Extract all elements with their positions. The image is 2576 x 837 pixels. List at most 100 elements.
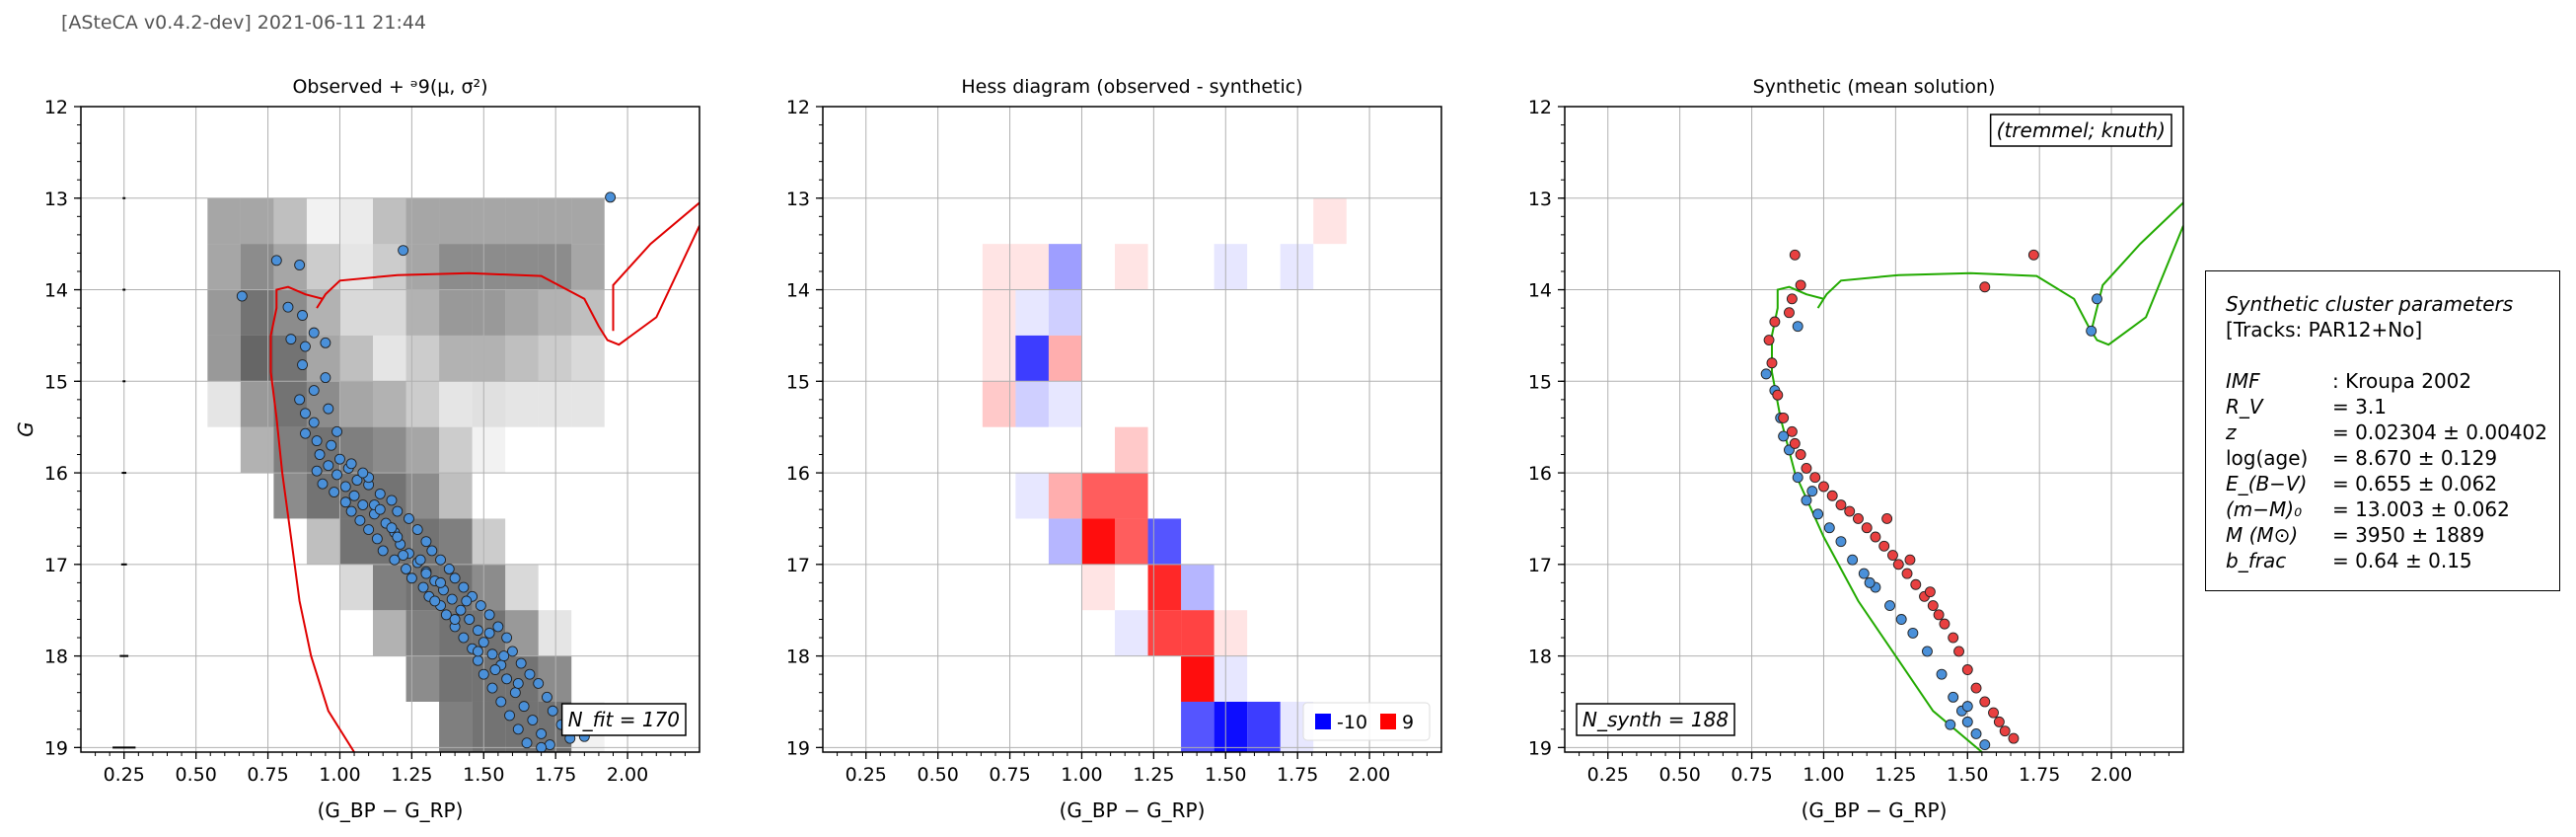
observed-star-point — [443, 564, 455, 574]
density-cell — [472, 701, 506, 752]
synthetic-single-star-point — [1979, 739, 1991, 751]
x-tick-label: 2.00 — [1349, 764, 1390, 786]
param-mass-value: = 3950 ± 1889 — [2332, 523, 2485, 547]
x-tick-label: 1.75 — [535, 764, 576, 786]
x-tick-label: 1.50 — [1947, 764, 1988, 786]
synthetic-binary-star-point — [1769, 316, 1781, 328]
legend-swatch-positive — [1380, 714, 1396, 729]
density-cell — [439, 244, 473, 290]
density-cell — [505, 289, 539, 336]
observed-star-point — [270, 255, 282, 266]
observed-star-point — [472, 625, 483, 637]
observed-star-point — [236, 290, 248, 302]
density-cell — [405, 244, 440, 290]
density-cell — [538, 289, 572, 336]
hess-cell — [1115, 518, 1148, 565]
density-cell — [439, 381, 473, 427]
observed-star-point — [478, 668, 489, 680]
density-cell — [472, 426, 506, 474]
observed-star-point — [605, 191, 617, 203]
panel-title: Hess diagram (observed - synthetic) — [961, 76, 1302, 98]
density-cell — [439, 335, 473, 382]
synthetic-binary-star-point — [1809, 472, 1821, 484]
panel-title: Observed + ᵊ9(μ, σ²) — [292, 76, 487, 98]
synthetic-binary-star-point — [1939, 618, 1950, 630]
x-tick-label: 0.75 — [989, 764, 1030, 786]
y-tick-label: 18 — [44, 647, 68, 668]
hess-cell — [982, 335, 1016, 382]
density-cell — [207, 244, 241, 290]
observed-star-point — [521, 737, 533, 749]
synthetic-binary-star-point — [1835, 499, 1847, 510]
observed-star-point — [345, 458, 357, 470]
synthetic-single-star-point — [2092, 293, 2102, 305]
parameters-box: Synthetic cluster parameters [Tracks: PA… — [2205, 270, 2560, 591]
observed-star-point — [518, 701, 530, 713]
observed-star-point — [363, 524, 375, 536]
density-cell — [538, 335, 572, 382]
synthetic-single-star-point — [1948, 691, 1959, 703]
density-cell — [373, 335, 406, 382]
density-cell — [571, 381, 605, 427]
observed-star-point — [339, 481, 351, 493]
observed-star-point — [392, 505, 404, 517]
observed-star-point — [527, 715, 539, 725]
synthetic-binary-star-point — [1784, 307, 1795, 319]
hess-cell — [982, 289, 1016, 336]
observed-star-point — [489, 664, 501, 675]
observed-star-point — [300, 427, 311, 439]
x-axis-label: (G_BP − G_RP) — [318, 799, 464, 822]
observed-star-point — [458, 632, 470, 644]
param-age: log(age) = 8.670 ± 0.129 — [2226, 445, 2539, 471]
observed-star-point — [515, 657, 527, 669]
density-cell — [240, 197, 274, 245]
synthetic-binary-star-point — [1861, 522, 1873, 534]
observed-star-point — [297, 359, 309, 371]
param-dm-value: = 13.003 ± 0.062 — [2332, 497, 2510, 521]
legend-box — [1302, 702, 1431, 741]
observed-star-point — [464, 614, 476, 625]
hess-cell — [1015, 289, 1049, 336]
observed-star-point — [429, 595, 441, 607]
y-tick-label: 17 — [786, 555, 810, 576]
synthetic-binary-star-point — [1933, 609, 1945, 621]
hess-cell — [1214, 701, 1248, 752]
param-age-value: = 8.670 ± 0.129 — [2332, 446, 2498, 470]
param-imf-value: : Kroupa 2002 — [2332, 369, 2472, 393]
x-tick-label: 0.50 — [175, 764, 216, 786]
density-cell — [373, 610, 406, 656]
synthetic-single-star-point — [1806, 486, 1818, 497]
hess-cell — [1214, 244, 1248, 290]
hess-cell — [1214, 655, 1248, 702]
synthetic-binary-star-point — [1870, 531, 1881, 543]
y-tick-label: 16 — [786, 463, 810, 485]
density-cell — [373, 381, 406, 427]
axes-frame — [822, 106, 1442, 753]
density-cell — [472, 518, 506, 565]
density-cell — [240, 335, 274, 382]
density-cell — [505, 564, 539, 611]
hess-cell — [1313, 197, 1347, 245]
synthetic-single-star-point — [1895, 614, 1907, 625]
observed-star-point — [334, 453, 345, 465]
observed-star-point — [483, 627, 495, 639]
observed-star-point — [536, 727, 548, 739]
hess-cell — [1181, 564, 1214, 611]
observed-star-point — [392, 531, 404, 543]
observed-star-point — [411, 524, 423, 536]
synthetic-binary-star-point — [1887, 550, 1898, 562]
synthetic-binary-star-point — [1853, 512, 1864, 524]
synthetic-single-star-point — [1760, 368, 1772, 380]
observed-star-point — [449, 614, 461, 625]
hess-cell — [1115, 244, 1148, 290]
param-z: z = 0.02304 ± 0.00402 — [2226, 419, 2547, 445]
hess-cell — [1181, 610, 1214, 656]
hess-cell — [1015, 473, 1049, 519]
panel-1: 0.25 0.50 0.75 1.00 1.25 1.50 1.75 2.00 12 13 14 15… — [14, 76, 700, 822]
isochrone-line — [1771, 225, 2183, 752]
observed-star-point — [314, 449, 326, 460]
y-tick-label: 12 — [44, 97, 68, 118]
param-ebv-value: = 0.655 ± 0.062 — [2332, 472, 2498, 495]
panel-2: 0.25 0.50 0.75 1.00 1.25 1.50 1.75 2.00 12 13 14 15… — [786, 76, 1442, 822]
